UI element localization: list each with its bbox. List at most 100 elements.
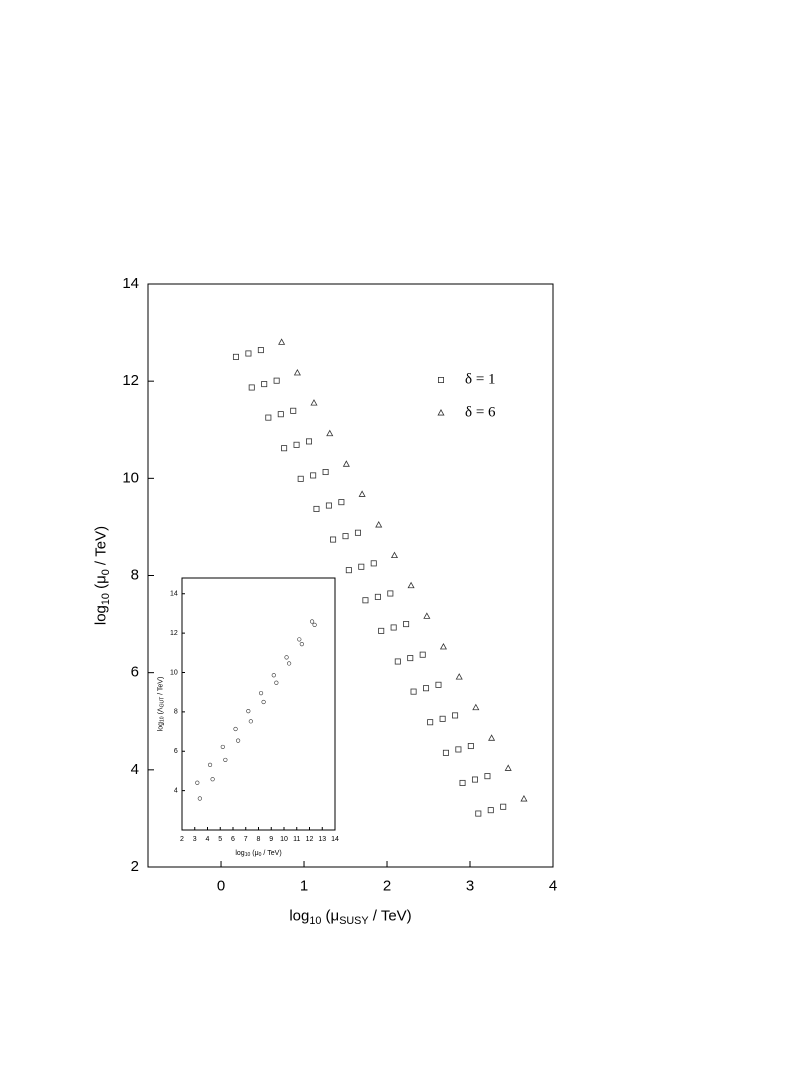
square-marker: [248, 384, 255, 391]
square-marker: [459, 779, 466, 786]
square-marker: [435, 681, 442, 688]
x-tick-label: 14: [331, 836, 339, 843]
triangle-marker: [375, 521, 383, 528]
square-marker: [394, 658, 401, 665]
square-marker: [407, 655, 414, 662]
triangle-marker: [278, 338, 286, 345]
circle-marker: [261, 699, 266, 705]
square-marker: [310, 472, 317, 479]
square-marker: [257, 347, 264, 354]
square-marker: [277, 411, 284, 418]
y-tick-label: 14: [170, 591, 178, 598]
triangle-marker: [455, 673, 463, 680]
square-marker: [403, 621, 410, 628]
square-marker: [325, 502, 332, 509]
plot-frame: [181, 577, 336, 831]
axis-label-part: log: [235, 850, 244, 857]
x-tick-label: 3: [193, 836, 197, 843]
axis-label: log10 (μSUSY / TeV): [289, 907, 411, 926]
circle-marker: [210, 777, 215, 782]
square-marker: [471, 776, 478, 783]
square-marker: [378, 627, 385, 634]
axis-label-part: / TeV): [261, 850, 281, 857]
square-marker: [261, 381, 268, 388]
y-tick-label: 8: [131, 566, 139, 583]
square-marker: [370, 560, 377, 567]
y-tick-label: 8: [174, 709, 178, 716]
x-tick-label: 8: [257, 836, 261, 843]
x-tick-label: 7: [244, 836, 248, 843]
axis-label-subscript: 10: [309, 915, 321, 927]
square-marker: [427, 719, 434, 726]
square-marker: [410, 688, 417, 695]
triangle-marker: [358, 490, 366, 497]
axis-label-subscript: GUT: [160, 697, 166, 708]
square-marker: [265, 414, 272, 421]
x-tick-label: 11: [293, 836, 300, 843]
axis-label-part: (μ: [321, 907, 339, 924]
y-tick-label: 12: [170, 630, 178, 637]
x-tick-label: 5: [218, 836, 222, 843]
x-tick-label: 2: [180, 836, 184, 843]
axis-label-subscript: 10: [100, 593, 112, 605]
y-tick-label: 4: [174, 787, 178, 794]
y-tick-label: 2: [131, 858, 139, 875]
circle-marker: [309, 619, 315, 624]
x-tick-label: 2: [383, 877, 391, 894]
axis-label-part: log: [157, 722, 164, 731]
axis-label-part: (Λ: [157, 707, 164, 716]
x-tick-label: 4: [549, 877, 557, 894]
x-tick-label: 3: [466, 877, 474, 894]
x-tick-label: 13: [318, 836, 326, 843]
square-marker: [338, 499, 345, 506]
square-marker: [500, 803, 507, 810]
axis-label-part: (μ: [92, 575, 109, 593]
axis-label-subscript: 10: [245, 853, 251, 859]
circle-marker: [274, 680, 279, 685]
square-marker: [322, 469, 329, 476]
square-marker: [330, 536, 337, 543]
axis-label: log10 (ΛGUT / TeV): [157, 677, 166, 732]
circle-marker: [287, 661, 292, 666]
square-marker: [362, 597, 369, 604]
circle-marker: [312, 622, 317, 627]
y-tick-label: 12: [122, 372, 139, 389]
triangle-marker: [520, 795, 528, 802]
circle-marker: [223, 757, 228, 763]
triangle-marker: [423, 612, 431, 619]
triangle-marker: [326, 429, 334, 437]
y-tick-label: 6: [174, 748, 178, 755]
square-marker: [475, 810, 482, 817]
triangle-marker: [439, 642, 447, 650]
x-tick-label: 6: [231, 836, 235, 843]
axis-label-subscript: 0: [100, 569, 112, 575]
square-marker: [293, 441, 300, 448]
square-marker: [354, 529, 361, 536]
square-marker: [245, 350, 252, 357]
legend-label: δ = 6: [465, 404, 496, 420]
circle-marker: [248, 719, 253, 724]
square-marker: [455, 746, 462, 753]
y-tick-label: 10: [170, 669, 178, 676]
circle-marker: [271, 673, 276, 678]
triangle-marker: [390, 551, 399, 559]
x-tick-label: 1: [300, 877, 308, 894]
axis-label-part: / TeV): [369, 907, 412, 924]
square-marker: [232, 353, 239, 360]
square-marker: [290, 407, 297, 414]
square-marker: [342, 533, 349, 540]
axis-label-subscript: 10: [160, 716, 166, 722]
legend-marker: [437, 409, 445, 416]
x-tick-label: 12: [306, 836, 314, 843]
square-marker: [345, 567, 352, 574]
circle-marker: [197, 796, 202, 801]
circle-marker: [233, 726, 238, 732]
axis-label: log10 (μ0 / TeV): [235, 850, 281, 859]
square-marker: [273, 377, 280, 384]
square-marker: [487, 807, 494, 814]
square-marker: [313, 505, 320, 512]
axis-label-part: (μ: [250, 850, 258, 857]
x-tick-label: 4: [206, 836, 210, 843]
x-tick-label: 10: [280, 836, 288, 843]
